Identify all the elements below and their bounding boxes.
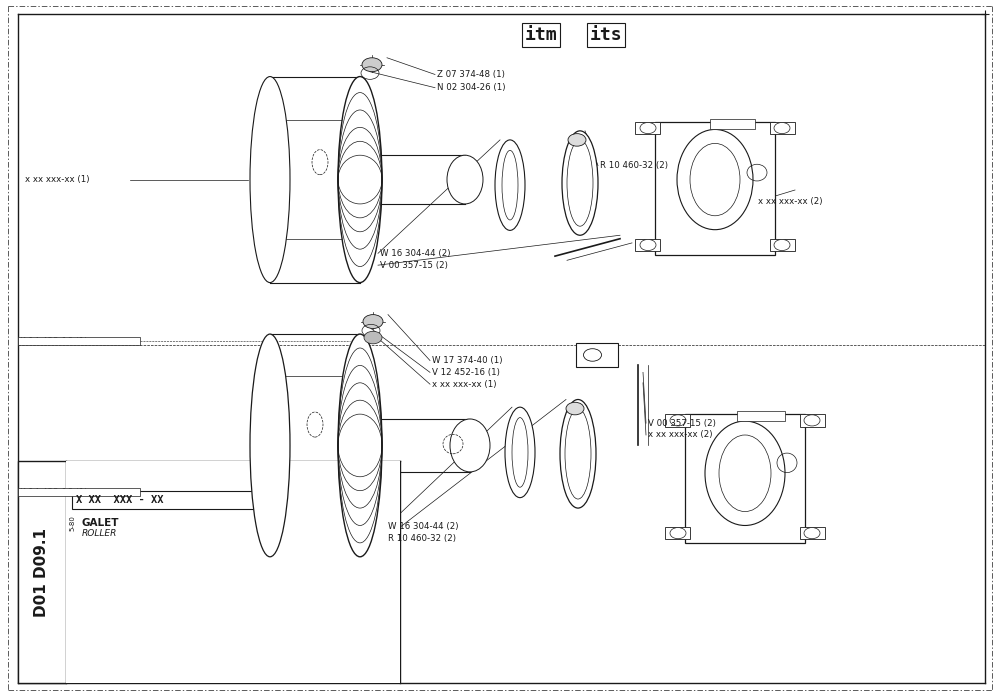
Text: x xx xxx-xx (1): x xx xxx-xx (1) xyxy=(432,380,496,388)
Ellipse shape xyxy=(450,419,490,472)
Ellipse shape xyxy=(705,421,785,525)
Text: X XX  XXX - XX: X XX XXX - XX xyxy=(76,496,164,505)
Text: N 02 304-26 (1): N 02 304-26 (1) xyxy=(437,84,506,92)
Text: GALET: GALET xyxy=(82,519,120,528)
Text: V 00 357-15 (2): V 00 357-15 (2) xyxy=(380,261,448,269)
Text: ROLLER: ROLLER xyxy=(82,529,117,537)
Ellipse shape xyxy=(670,528,686,539)
Ellipse shape xyxy=(447,155,483,204)
Ellipse shape xyxy=(338,77,382,283)
Text: its: its xyxy=(590,26,623,44)
Bar xyxy=(635,239,660,251)
Ellipse shape xyxy=(640,122,656,134)
Bar xyxy=(576,343,618,367)
Text: D01 D09.1: D01 D09.1 xyxy=(34,528,50,617)
Ellipse shape xyxy=(568,134,586,146)
Bar xyxy=(18,488,140,496)
Text: itm: itm xyxy=(525,26,558,44)
Ellipse shape xyxy=(560,400,596,508)
Text: V 12 452-16 (1): V 12 452-16 (1) xyxy=(432,368,500,377)
Text: x xx xxx-xx (1): x xx xxx-xx (1) xyxy=(25,175,90,184)
Ellipse shape xyxy=(562,131,598,235)
Ellipse shape xyxy=(250,334,290,557)
Bar xyxy=(737,411,785,421)
Ellipse shape xyxy=(250,77,290,283)
Bar xyxy=(66,461,400,683)
Ellipse shape xyxy=(774,122,790,134)
Ellipse shape xyxy=(804,528,820,539)
Ellipse shape xyxy=(338,334,382,557)
Text: W 16 304-44 (2): W 16 304-44 (2) xyxy=(388,523,458,531)
Ellipse shape xyxy=(362,58,382,72)
Bar xyxy=(710,119,755,129)
Text: K 14 423-16 (1): K 14 423-16 (1) xyxy=(20,337,88,345)
Bar xyxy=(635,122,660,134)
Ellipse shape xyxy=(505,407,535,498)
Bar xyxy=(655,122,775,255)
Text: x xx xxx-xx (2): x xx xxx-xx (2) xyxy=(648,431,712,439)
Ellipse shape xyxy=(363,315,383,329)
Text: K 14 423-16 (1): K 14 423-16 (1) xyxy=(20,488,88,496)
Bar xyxy=(800,527,825,539)
Bar xyxy=(665,527,690,539)
Bar xyxy=(72,491,257,509)
Text: x xx xxx-xx (2): x xx xxx-xx (2) xyxy=(758,198,822,206)
Ellipse shape xyxy=(804,415,820,426)
Ellipse shape xyxy=(774,239,790,251)
Ellipse shape xyxy=(495,140,525,230)
Text: 5-80: 5-80 xyxy=(69,516,75,531)
Text: R 10 460-32 (2): R 10 460-32 (2) xyxy=(388,534,456,542)
Text: V 00 357-15 (2): V 00 357-15 (2) xyxy=(648,419,716,427)
Ellipse shape xyxy=(640,239,656,251)
Bar xyxy=(685,414,805,543)
Bar xyxy=(800,414,825,427)
Ellipse shape xyxy=(677,129,753,230)
Bar xyxy=(665,414,690,427)
Text: W 17 374-40 (1): W 17 374-40 (1) xyxy=(432,356,503,365)
Bar xyxy=(770,122,795,134)
Ellipse shape xyxy=(670,415,686,426)
Text: Z 07 374-48 (1): Z 07 374-48 (1) xyxy=(437,70,505,79)
Bar xyxy=(18,337,140,345)
Text: W 16 304-44 (2): W 16 304-44 (2) xyxy=(380,249,450,258)
Ellipse shape xyxy=(364,331,382,344)
Bar xyxy=(18,461,66,683)
Ellipse shape xyxy=(566,402,584,415)
Text: R 10 460-32 (2): R 10 460-32 (2) xyxy=(600,161,668,170)
Bar xyxy=(770,239,795,251)
